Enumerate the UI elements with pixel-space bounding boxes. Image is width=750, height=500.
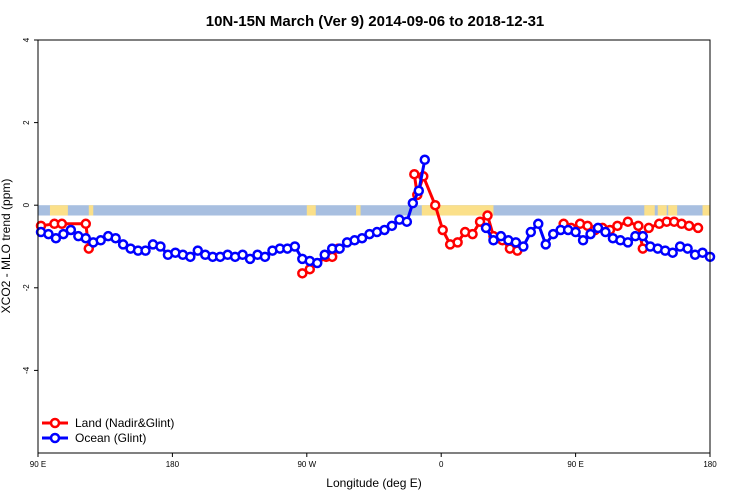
data-point — [525, 226, 537, 238]
data-point — [510, 237, 522, 248]
data-point — [58, 228, 69, 240]
data-point — [622, 237, 634, 248]
ocean-band — [38, 205, 710, 216]
y-tick-label: -2 — [22, 284, 31, 292]
data-point — [547, 228, 559, 240]
data-point — [356, 232, 368, 244]
y-tick-label: 0 — [22, 202, 31, 207]
y-axis-label: XCO2 - MLO trend (ppm) — [0, 179, 13, 314]
land-band-segment — [702, 205, 710, 216]
data-point — [667, 247, 678, 258]
data-point — [622, 216, 634, 227]
plot-frame — [37, 39, 711, 454]
data-point — [401, 216, 413, 227]
data-point — [437, 224, 448, 236]
data-point — [244, 253, 256, 265]
data-point — [570, 226, 581, 238]
data-point — [533, 218, 544, 230]
legend-marker — [49, 417, 61, 429]
x-tick-label: 90 W — [297, 460, 316, 469]
data-point — [140, 245, 151, 256]
series-land — [35, 168, 704, 279]
land-band-segment — [49, 205, 68, 216]
y-tick-label: 4 — [22, 37, 31, 42]
data-point — [697, 247, 708, 258]
data-point — [683, 220, 695, 232]
data-point — [289, 241, 301, 252]
data-point — [429, 199, 441, 211]
data-point — [452, 237, 463, 248]
data-point — [409, 168, 420, 180]
data-point — [56, 218, 68, 230]
y-tick-label: 2 — [22, 120, 31, 125]
legend-marker — [49, 432, 61, 444]
legend: Land (Nadir&Glint)Ocean (Glint) — [42, 416, 174, 445]
land-band-segment — [657, 205, 667, 216]
land-band-segment — [668, 205, 678, 216]
data-point — [95, 235, 106, 246]
data-point — [259, 251, 271, 263]
data-point — [185, 251, 196, 263]
data-point — [304, 263, 316, 275]
series-layer — [35, 154, 716, 279]
data-point — [518, 241, 529, 252]
data-point — [334, 243, 345, 254]
data-point — [413, 185, 425, 196]
data-point — [612, 220, 623, 232]
data-point — [467, 228, 478, 240]
data-point — [633, 220, 644, 232]
data-point — [480, 222, 492, 234]
land-band-segment — [421, 205, 494, 216]
x-axis: 90 E 180 90 W 0 90 E 180 — [30, 453, 717, 469]
x-tick-label: 0 — [439, 460, 444, 469]
legend-label: Ocean (Glint) — [75, 431, 146, 445]
x-tick-label: 90 E — [30, 460, 46, 469]
data-point — [297, 268, 308, 279]
data-point — [682, 243, 693, 254]
land-band-segment — [306, 205, 316, 216]
data-point — [80, 232, 92, 244]
data-point — [592, 222, 604, 234]
x-tick-label: 90 E — [567, 460, 583, 469]
data-point — [419, 154, 431, 166]
data-point — [237, 249, 248, 261]
land-band-segment — [356, 205, 361, 216]
data-point — [50, 232, 62, 244]
data-point — [643, 222, 655, 234]
data-point — [43, 228, 54, 240]
x-axis-label: Longitude (deg E) — [326, 476, 421, 490]
chart-title: 10N-15N March (Ver 9) 2014-09-06 to 2018… — [206, 13, 545, 30]
series-ocean — [35, 154, 716, 269]
data-point — [379, 224, 390, 236]
data-point — [65, 224, 77, 236]
y-axis: -4 -2 0 2 4 — [22, 37, 38, 374]
data-point — [692, 222, 704, 234]
data-point — [319, 249, 330, 261]
data-point — [488, 235, 499, 246]
data-point — [482, 210, 493, 221]
data-point — [600, 226, 611, 238]
x-tick-label: 180 — [166, 460, 180, 469]
data-point — [540, 239, 551, 250]
x-tick-label: 180 — [703, 460, 717, 469]
data-point — [386, 220, 398, 232]
legend-label: Land (Nadir&Glint) — [75, 416, 174, 430]
data-point — [80, 218, 92, 230]
data-point — [637, 230, 649, 242]
land-ocean-band — [38, 205, 710, 216]
data-point — [117, 239, 129, 250]
data-point — [110, 232, 121, 244]
data-point — [407, 197, 419, 209]
y-tick-label: -4 — [22, 366, 31, 374]
data-point — [495, 230, 507, 242]
data-point — [474, 216, 486, 227]
land-band-segment — [644, 205, 655, 216]
land-band-segment — [88, 205, 94, 216]
data-point — [585, 228, 596, 240]
data-point — [192, 245, 204, 256]
data-point — [312, 257, 323, 269]
data-point — [577, 235, 589, 246]
data-point — [155, 241, 166, 252]
